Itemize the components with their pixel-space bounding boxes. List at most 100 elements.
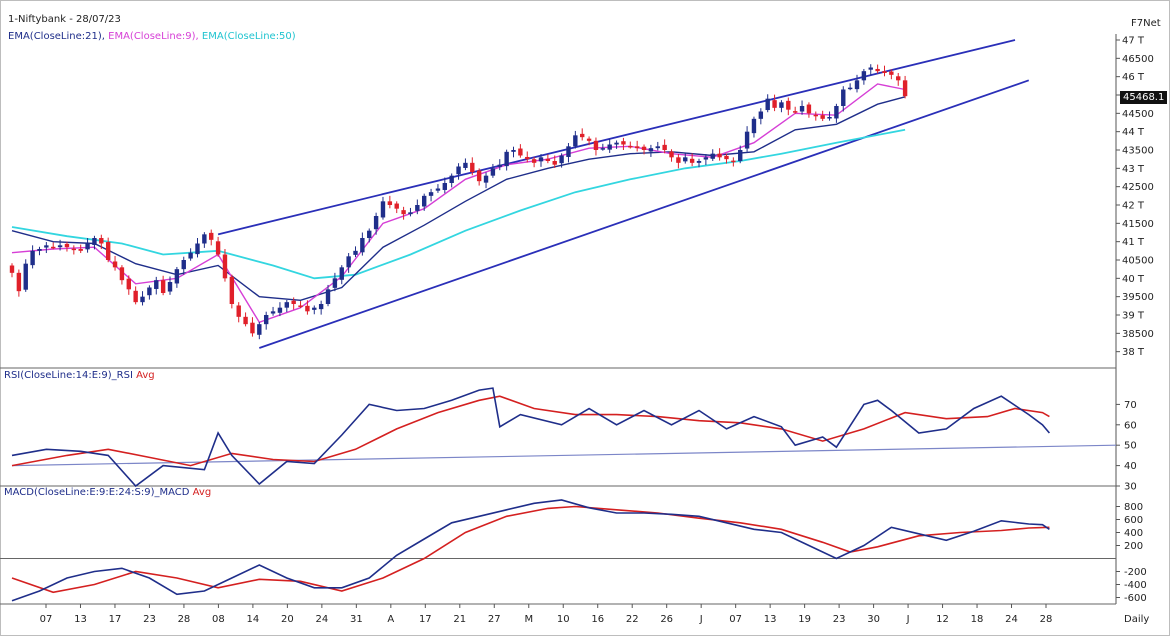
candle-body <box>277 307 283 313</box>
candle-body <box>744 131 750 149</box>
candle-body <box>896 76 901 81</box>
x-tick-label: 24 <box>315 614 328 625</box>
candle-body <box>847 87 853 90</box>
candle-body <box>868 67 873 70</box>
candle-body <box>57 245 63 248</box>
candle-body <box>428 192 434 196</box>
x-tick-label: 26 <box>660 614 673 625</box>
x-tick-label: 13 <box>764 614 777 625</box>
candle-body <box>463 162 468 168</box>
candle-body <box>669 151 674 158</box>
x-tick-label: 27 <box>488 614 501 625</box>
candle-body <box>353 250 358 255</box>
macd-tick-label: -200 <box>1124 567 1147 578</box>
candle-body <box>435 188 441 191</box>
candle-body <box>593 140 599 150</box>
candle-body <box>696 161 702 163</box>
candle-body <box>263 315 269 325</box>
candle-body <box>600 148 606 150</box>
candle-body <box>902 80 908 97</box>
legend-macd-avg: Avg <box>192 487 212 498</box>
candle-body <box>854 80 860 90</box>
candle-body <box>531 159 537 163</box>
candle-body <box>470 162 475 172</box>
candle-body <box>614 142 619 145</box>
price-tick-label: 47 T <box>1122 36 1145 47</box>
candle-body <box>202 234 207 244</box>
candle-body <box>92 238 97 245</box>
candle-body <box>586 138 592 141</box>
candle-body <box>270 311 276 314</box>
candle-body <box>662 144 667 150</box>
candle-body <box>689 158 695 163</box>
candle-body <box>23 263 28 290</box>
ema50-line <box>11 128 906 280</box>
price-tick-label: 46 T <box>1122 72 1145 83</box>
candle-body <box>71 248 77 251</box>
candle-body <box>284 302 289 308</box>
macd-legend: MACD(CloseLine:E:9:E:24:S:9)_MACD Avg <box>4 487 211 498</box>
candle-body <box>140 296 145 303</box>
candle-body <box>99 238 104 244</box>
candle-body <box>538 157 544 162</box>
candle-body <box>703 157 709 160</box>
candle-body <box>181 260 186 270</box>
candle-body <box>580 133 585 138</box>
candle-body <box>490 168 496 176</box>
x-tick-label: J <box>699 614 703 625</box>
candle-body <box>222 254 228 279</box>
rsi-tick-label: 60 <box>1124 420 1137 431</box>
price-tick-label: 40 T <box>1122 274 1145 285</box>
macd-tick-label: -600 <box>1124 593 1147 604</box>
candle-body <box>188 252 193 259</box>
candle-body <box>44 245 49 248</box>
x-tick-label: 07 <box>729 614 742 625</box>
candle-body <box>85 243 90 250</box>
candle-body <box>9 265 15 273</box>
candle-body <box>346 256 351 268</box>
rsi-legend: RSI(CloseLine:14:E:9)_RSI Avg <box>4 370 155 381</box>
candle-body <box>126 278 131 290</box>
candle-body <box>786 100 791 110</box>
price-tick-label: 38 T <box>1122 347 1145 358</box>
x-tick-label: 28 <box>178 614 191 625</box>
candle-body <box>401 210 406 215</box>
price-tick-label: 41500 <box>1122 219 1154 230</box>
candle-body <box>380 201 386 218</box>
candle-body <box>394 203 399 209</box>
x-tick-label: M <box>524 614 533 625</box>
macd-tick-label: 200 <box>1124 541 1143 552</box>
ema9-line <box>11 83 906 324</box>
price-tick-label: 44 T <box>1122 127 1145 138</box>
candle-body <box>545 158 551 161</box>
candle-body <box>518 148 523 156</box>
candle-body <box>573 135 578 147</box>
candle-body <box>621 141 626 145</box>
candle-body <box>215 241 221 255</box>
candle-body <box>710 153 715 159</box>
x-tick-label: 21 <box>453 614 466 625</box>
x-tick-label: J <box>906 614 910 625</box>
legend-rsi: RSI(CloseLine:14:E:9)_RSI <box>4 370 133 381</box>
candle-body <box>133 290 138 303</box>
candle-body <box>236 305 241 317</box>
rsi-panel <box>11 387 1117 488</box>
x-tick-label: 17 <box>419 614 432 625</box>
candle-body <box>875 68 880 72</box>
candle-body <box>806 104 812 114</box>
candle-body <box>195 243 200 255</box>
candle-body <box>813 114 818 117</box>
x-tick-label: 30 <box>867 614 880 625</box>
candle-body <box>758 111 764 119</box>
candle-body <box>112 261 118 268</box>
legend-ema50: EMA(CloseLine:50) <box>201 31 296 42</box>
period-label: Daily <box>1124 614 1150 625</box>
candle-body <box>552 161 557 165</box>
price-tick-label: 39 T <box>1122 311 1145 322</box>
price-tick-label: 38500 <box>1122 329 1154 340</box>
x-tick-label: 28 <box>1040 614 1053 625</box>
x-tick-label: 23 <box>143 614 156 625</box>
